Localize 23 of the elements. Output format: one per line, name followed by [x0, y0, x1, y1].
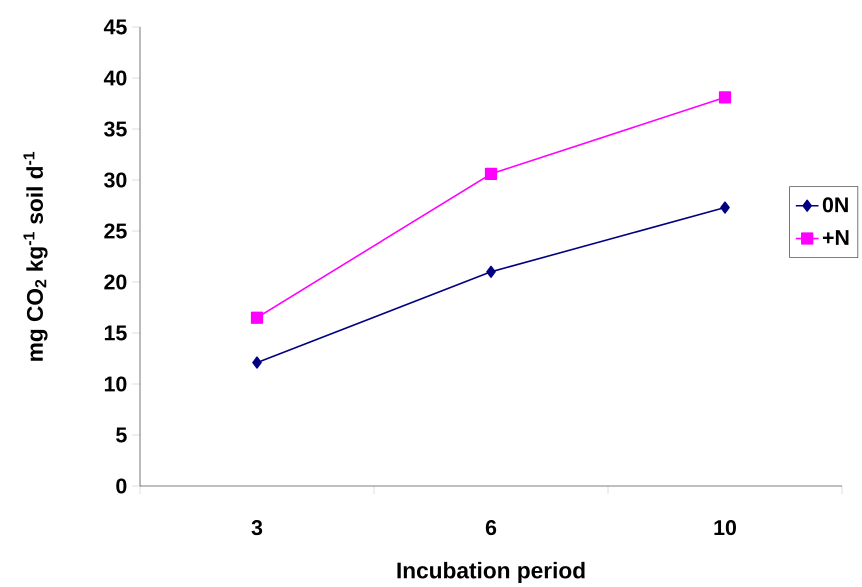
legend-label: 0N	[822, 197, 848, 212]
y-tick-label: 30	[104, 172, 126, 188]
point	[252, 356, 262, 369]
y-tick-label: 0	[116, 478, 126, 494]
legend-label: +N	[822, 230, 848, 245]
y-tick-label: 25	[104, 223, 127, 239]
y-tick-label: 20	[104, 274, 126, 290]
x-tick-label: 10	[714, 520, 736, 536]
point	[250, 312, 264, 324]
point	[720, 201, 730, 214]
y-axis-title: mg CO$_{2}$ kg$^{-1}$ soil d$^{-1}$	[23, 152, 48, 361]
point	[484, 168, 498, 180]
y-tick-label: 5	[116, 428, 127, 442]
x-axis-title: Incubation period	[397, 562, 585, 583]
y-tick-label: 15	[104, 326, 127, 340]
y-tick-label: 35	[104, 121, 127, 137]
point	[486, 266, 496, 278]
y-tick-label: 40	[104, 70, 126, 86]
x-tick-label: 6	[486, 520, 496, 536]
y-tick-label: 45	[104, 20, 127, 34]
x-tick-label: 3	[252, 520, 262, 536]
y-tick-label: 10	[104, 376, 126, 392]
point	[718, 91, 732, 104]
